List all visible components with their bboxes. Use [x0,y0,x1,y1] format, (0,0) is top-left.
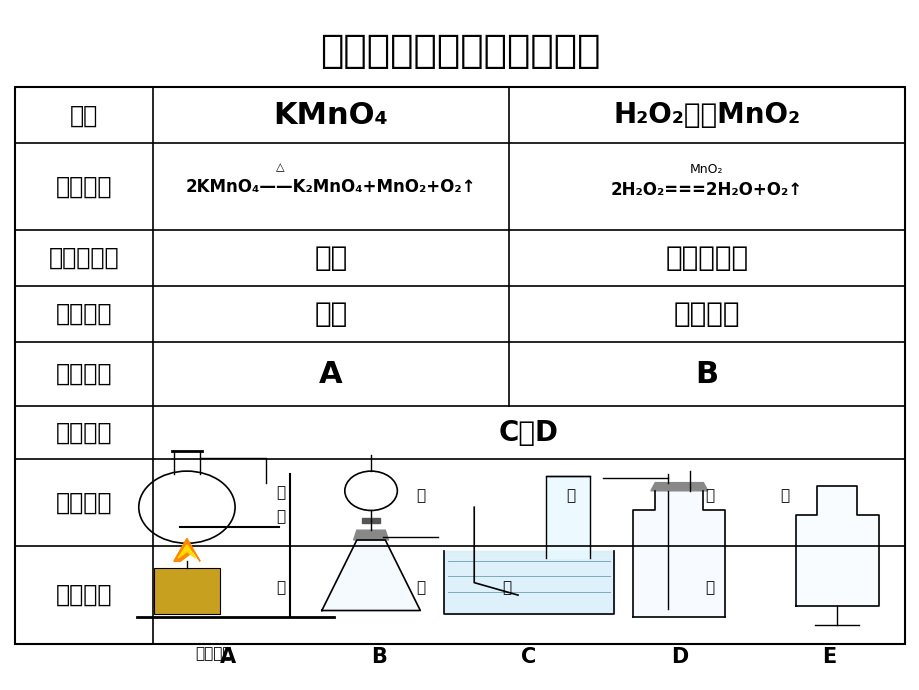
Text: 的: 的 [415,580,425,595]
Bar [153,568,220,614]
Polygon shape [174,538,199,562]
Text: △: △ [276,162,285,172]
Text: 反应条件: 反应条件 [56,302,112,326]
Text: 则: 则 [704,580,713,595]
Text: 收集装置: 收集装置 [56,421,112,445]
Text: 的: 的 [501,580,510,595]
Text: 验满方法: 验满方法 [56,583,112,607]
Text: 不需加热: 不需加热 [673,300,740,328]
Text: 固体: 固体 [314,244,347,272]
Text: 2H₂O₂===2H₂O+O₂↑: 2H₂O₂===2H₂O+O₂↑ [610,181,802,199]
Text: 发生装置: 发生装置 [56,362,112,386]
Text: B: B [370,647,386,667]
Polygon shape [650,482,707,491]
Text: 反应物状态: 反应物状态 [49,246,119,270]
Text: 法: 法 [779,489,789,503]
Polygon shape [353,530,388,540]
Text: D: D [670,647,687,667]
Bar [15,88,904,644]
Polygon shape [362,518,380,523]
Text: MnO₂: MnO₂ [689,163,723,176]
Polygon shape [443,551,614,614]
Polygon shape [322,540,420,611]
Text: 的: 的 [276,580,285,595]
Text: 加热: 加热 [314,300,347,328]
Polygon shape [178,545,196,558]
Text: KMnO₄: KMnO₄ [273,101,388,130]
Text: 验证方法: 验证方法 [56,491,112,515]
Text: 拒: 拒 [415,489,425,503]
Text: 明已满。: 明已满。 [195,646,232,661]
Text: 气: 气 [276,509,285,524]
Polygon shape [632,491,724,617]
Text: B: B [695,359,718,388]
Text: A: A [220,647,236,667]
Text: C或D: C或D [498,419,559,446]
Text: 实验室制取氧气的知识回顾: 实验室制取氧气的知识回顾 [320,32,599,70]
Text: A: A [319,359,343,388]
Text: 的: 的 [276,485,285,500]
Text: 多: 多 [566,489,575,503]
Text: E: E [822,647,836,667]
Text: 药品: 药品 [70,104,98,127]
Text: 2KMnO₄——K₂MnO₄+MnO₂+O₂↑: 2KMnO₄——K₂MnO₄+MnO₂+O₂↑ [186,177,476,195]
Text: H₂O₂溶液MnO₂: H₂O₂溶液MnO₂ [613,101,800,129]
Text: 固体、液体: 固体、液体 [664,244,748,272]
Text: 反应原理: 反应原理 [56,175,112,199]
Text: C: C [521,647,536,667]
Polygon shape [546,476,590,558]
Polygon shape [795,486,878,606]
Text: 则: 则 [704,489,713,503]
